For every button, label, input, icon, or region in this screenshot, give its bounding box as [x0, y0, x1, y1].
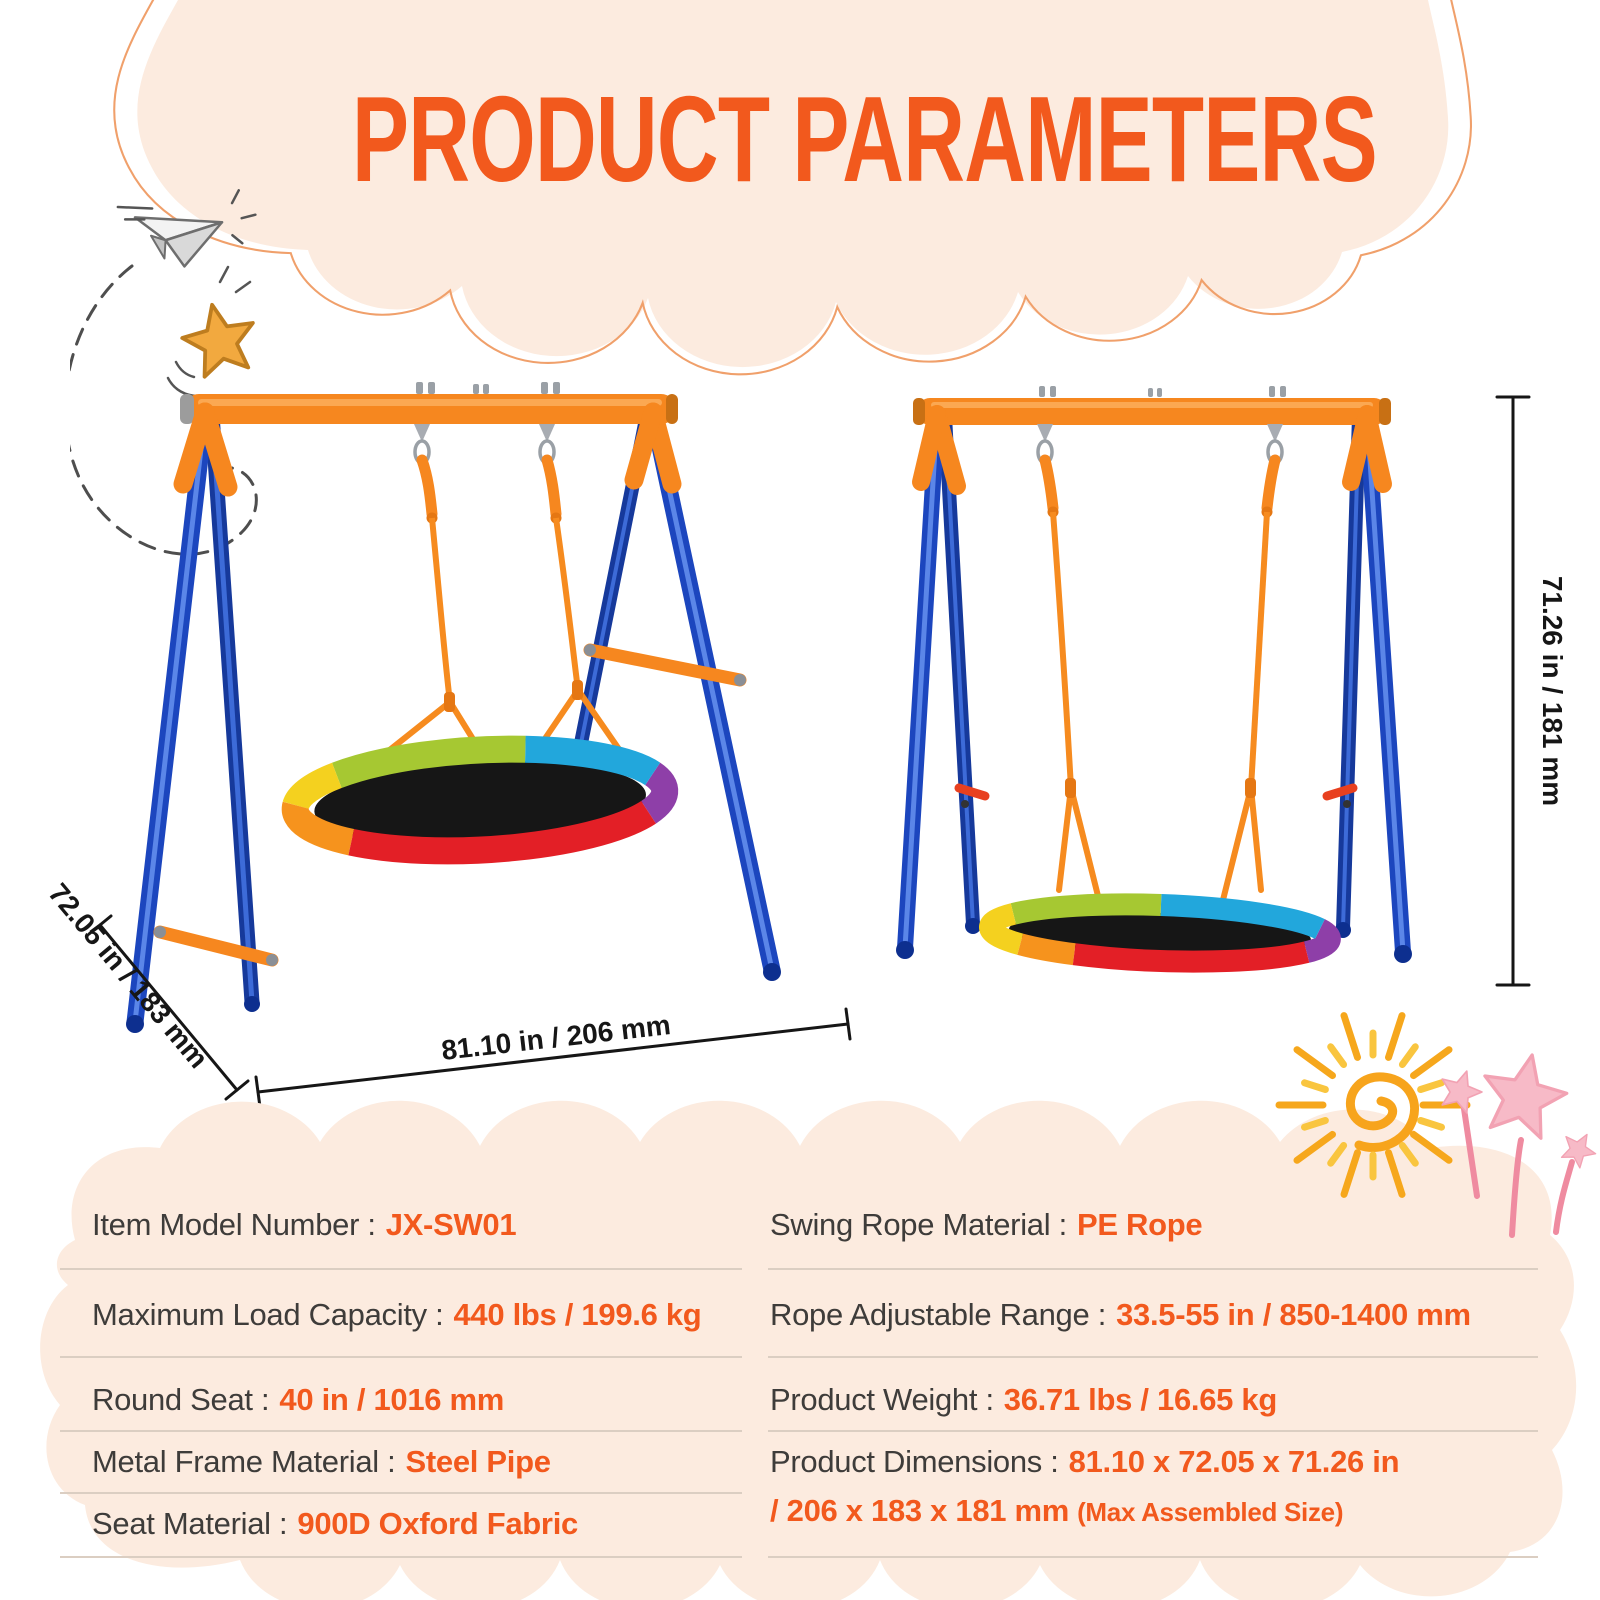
page-title: PRODUCT PARAMETERS: [352, 71, 1378, 207]
spec-row-product-weight: Product Weight : 36.71 lbs / 16.65 kg: [770, 1378, 1277, 1422]
spec-value: 36.71 lbs / 16.65 kg: [1003, 1382, 1277, 1417]
spec-divider: [60, 1492, 742, 1494]
paper-plane-icon: [70, 189, 258, 556]
spec-label: Product Weight :: [770, 1382, 994, 1417]
spec-label: Round Seat :: [92, 1382, 270, 1417]
title-cloud: [113, 0, 1472, 376]
spec-divider: [768, 1430, 1538, 1432]
spec-value: 33.5-55 in / 850-1400 mm: [1116, 1297, 1471, 1332]
spec-label: Swing Rope Material :: [770, 1207, 1067, 1242]
spec-divider: [60, 1430, 742, 1432]
spec-divider: [768, 1268, 1538, 1270]
spec-row-metal-frame-material: Metal Frame Material : Steel Pipe: [92, 1440, 551, 1484]
spec-divider: [60, 1556, 742, 1558]
spec-row-seat-material: Seat Material : 900D Oxford Fabric: [92, 1502, 578, 1546]
spec-row-swing-rope-material: Swing Rope Material : PE Rope: [770, 1203, 1203, 1247]
spec-row-rope-adjustable-range: Rope Adjustable Range : 33.5-55 in / 850-…: [770, 1293, 1471, 1337]
spec-label: Rope Adjustable Range :: [770, 1297, 1107, 1332]
spec-label: Metal Frame Material :: [92, 1444, 396, 1479]
swing-set-perspective-image: [126, 382, 781, 1033]
spec-panel-cloud: [40, 1100, 1577, 1600]
spec-value: JX-SW01: [385, 1207, 517, 1242]
spec-divider: [60, 1356, 742, 1358]
spec-row-max-load-capacity: Maximum Load Capacity : 440 lbs / 199.6 k…: [92, 1293, 702, 1337]
sun-icon: [1275, 1012, 1471, 1198]
spec-divider: [768, 1356, 1538, 1358]
height-dimension-label: 71.26 in / 181 mm: [1537, 575, 1568, 807]
spec-divider: [60, 1268, 742, 1270]
spec-row-round-seat: Round Seat : 40 in / 1016 mm: [92, 1378, 504, 1422]
spec-value: 81.10 x 72.05 x 71.26 in: [1068, 1444, 1400, 1479]
spec-value-note: (Max Assembled Size): [1077, 1497, 1344, 1527]
spec-row-product-dimensions-line2: / 206 x 183 x 181 mm (Max Assembled Size): [770, 1489, 1344, 1534]
spec-value: 900D Oxford Fabric: [297, 1506, 578, 1541]
swing-set-front-image: [896, 386, 1412, 973]
spec-value: PE Rope: [1076, 1207, 1203, 1242]
spec-value: Steel Pipe: [405, 1444, 551, 1479]
spec-label: Product Dimensions :: [770, 1444, 1059, 1479]
star-doodle-icon: [180, 302, 255, 379]
spec-row-product-dimensions: Product Dimensions : 81.10 x 72.05 x 71.2…: [770, 1440, 1400, 1484]
spec-row-item-model-number: Item Model Number : JX-SW01: [92, 1203, 517, 1247]
spec-label: Seat Material :: [92, 1506, 288, 1541]
spec-label: Maximum Load Capacity :: [92, 1297, 444, 1332]
spec-divider: [768, 1556, 1538, 1558]
spec-value: 440 lbs / 199.6 kg: [453, 1297, 702, 1332]
spec-label: Item Model Number :: [92, 1207, 376, 1242]
spec-value-continued: / 206 x 183 x 181 mm: [770, 1493, 1070, 1528]
pink-stars-icon: [1441, 1053, 1597, 1238]
spec-value: 40 in / 1016 mm: [279, 1382, 505, 1417]
